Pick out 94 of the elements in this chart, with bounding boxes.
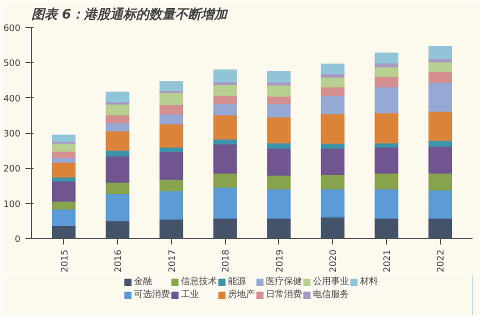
legend-label: 医疗保健 bbox=[266, 276, 302, 288]
bar bbox=[428, 82, 452, 112]
bar bbox=[428, 110, 452, 141]
bar bbox=[267, 218, 291, 238]
bar bbox=[106, 114, 130, 124]
y-tick-label: 500 bbox=[3, 59, 21, 70]
legend-label: 能源 bbox=[228, 276, 247, 288]
legend-label: 电信服务 bbox=[313, 288, 349, 301]
bar bbox=[320, 174, 344, 190]
legend-label: 可选消费 bbox=[134, 288, 170, 301]
bar bbox=[213, 102, 237, 116]
bar bbox=[106, 130, 130, 151]
bar bbox=[320, 76, 344, 88]
bar bbox=[320, 113, 344, 144]
y-tick-label: 0 bbox=[14, 235, 21, 245]
bar bbox=[428, 46, 452, 59]
bar bbox=[320, 64, 344, 74]
bar bbox=[213, 186, 237, 219]
x-tick-label: 2016 bbox=[114, 249, 124, 272]
bar bbox=[374, 188, 398, 219]
bar bbox=[52, 134, 76, 142]
bar bbox=[428, 70, 452, 83]
y-tick-label: 400 bbox=[3, 94, 21, 104]
bar bbox=[52, 180, 76, 202]
bar bbox=[213, 84, 237, 96]
bar bbox=[267, 70, 291, 83]
bar bbox=[160, 114, 184, 124]
bar bbox=[267, 103, 291, 118]
x-tick-label: 2020 bbox=[329, 249, 340, 272]
bar bbox=[374, 76, 398, 88]
bar bbox=[267, 84, 291, 97]
legend-label: 材料 bbox=[360, 276, 379, 288]
bar bbox=[374, 86, 398, 114]
y-tick-label: 100 bbox=[3, 200, 21, 210]
x-tick-label: 2018 bbox=[222, 249, 232, 272]
bar bbox=[267, 96, 291, 104]
bar bbox=[428, 218, 452, 238]
bar bbox=[160, 218, 184, 238]
y-tick-label: 300 bbox=[3, 130, 21, 140]
x-tick-label: 2021 bbox=[382, 250, 393, 272]
bar bbox=[106, 155, 130, 183]
bar bbox=[106, 220, 130, 238]
bar bbox=[267, 116, 291, 144]
bar bbox=[374, 66, 398, 77]
bar bbox=[428, 172, 452, 190]
legend-label: 工业 bbox=[181, 288, 200, 301]
x-tick-label: 2019 bbox=[275, 249, 286, 272]
legend-label: 金融 bbox=[134, 276, 153, 288]
legend-label: 日常消费 bbox=[266, 288, 302, 301]
x-tick-label: 2015 bbox=[60, 250, 70, 272]
bar bbox=[213, 218, 237, 238]
bar bbox=[160, 190, 184, 220]
bar bbox=[374, 146, 398, 174]
legend-label: 公用事业 bbox=[313, 276, 349, 288]
bar bbox=[374, 218, 398, 238]
bar bbox=[106, 192, 130, 222]
bar bbox=[52, 162, 76, 178]
bar bbox=[320, 95, 344, 114]
bar bbox=[213, 114, 237, 140]
bar bbox=[320, 216, 344, 238]
bar bbox=[52, 142, 76, 152]
bar bbox=[374, 112, 398, 144]
bar bbox=[52, 200, 76, 210]
y-tick-label: 600 bbox=[3, 24, 21, 34]
bar bbox=[428, 189, 452, 219]
bar bbox=[267, 188, 291, 219]
bar bbox=[106, 150, 130, 156]
bar bbox=[106, 92, 130, 102]
bar bbox=[106, 182, 130, 194]
bar bbox=[160, 123, 184, 148]
bar bbox=[160, 104, 184, 115]
bar bbox=[374, 172, 398, 190]
bar bbox=[213, 70, 237, 82]
bar bbox=[160, 178, 184, 192]
y-tick-label: 200 bbox=[3, 164, 21, 175]
legend-label: 信息技术 bbox=[181, 276, 217, 288]
bar bbox=[213, 143, 237, 174]
legend-label: 房地产 bbox=[228, 288, 255, 301]
bar bbox=[374, 52, 398, 64]
x-tick-label: 2022 bbox=[436, 250, 447, 272]
bar bbox=[160, 92, 184, 106]
bar bbox=[160, 151, 184, 180]
x-tick-label: 2017 bbox=[168, 250, 178, 272]
bar bbox=[52, 208, 76, 226]
bar bbox=[320, 188, 344, 218]
bar bbox=[213, 172, 237, 188]
bar bbox=[160, 81, 184, 91]
bar bbox=[267, 174, 291, 190]
bar bbox=[267, 148, 291, 176]
bar bbox=[106, 104, 130, 116]
bar bbox=[428, 146, 452, 174]
bar bbox=[320, 148, 344, 175]
bar bbox=[428, 61, 452, 72]
chart-title: 图表 6：港股通标的数量不断增加 bbox=[32, 6, 230, 22]
